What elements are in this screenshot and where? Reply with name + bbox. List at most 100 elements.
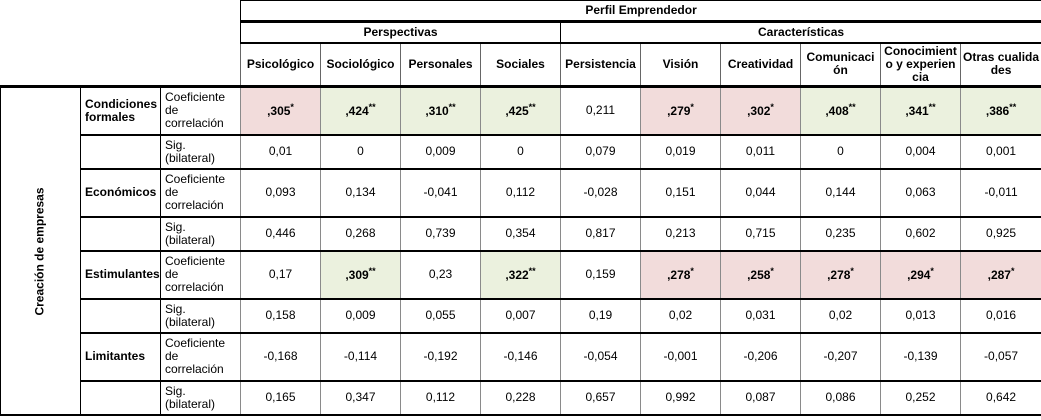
coef-value: ,278 [667, 268, 691, 283]
column-header-sociales: Sociales [480, 42, 561, 88]
row-group-label-empty [80, 216, 161, 252]
coef-value: ,425 [505, 104, 529, 119]
row-group-label: Condiciones formales [80, 86, 161, 136]
coef-value: -0,192 [423, 349, 458, 364]
significance-asterisk: ** [368, 266, 376, 277]
header-spacer [0, 42, 241, 88]
sig-cell: 0,268 [320, 216, 401, 252]
coef-cell: 0,23 [400, 250, 481, 300]
significance-asterisk: * [290, 102, 294, 113]
sig-cell: 0,01 [240, 134, 321, 170]
coef-value: 0,063 [905, 185, 936, 200]
significance-asterisk: ** [528, 266, 536, 277]
significance-asterisk: * [850, 266, 854, 277]
coef-cell: 0,063 [880, 168, 961, 218]
coef-value: ,287 [987, 268, 1011, 283]
sig-cell: 0,031 [720, 298, 801, 334]
coef-cell: ,278* [640, 250, 721, 300]
coef-value: -0,114 [343, 349, 378, 364]
column-header-comunicacion: Comunicación [800, 42, 881, 88]
coef-value: -0,207 [823, 349, 858, 364]
coef-cell: -0,114 [320, 332, 401, 382]
sig-cell: 0,112 [400, 380, 481, 417]
sig-cell: 0,817 [560, 216, 641, 252]
coef-cell: -0,207 [800, 332, 881, 382]
coef-value: -0,001 [663, 349, 698, 364]
coef-value: 0,044 [745, 185, 776, 200]
sig-cell: 0,642 [959, 380, 1041, 417]
significance-asterisk: * [770, 266, 774, 277]
sig-cell: 0,02 [640, 298, 721, 334]
coef-cell: ,279* [640, 86, 721, 136]
table-title: Perfil Emprendedor [239, 0, 1041, 23]
coef-cell: ,287* [959, 250, 1041, 300]
stat-label-coef: Coeficiente de correlación [160, 86, 241, 136]
significance-asterisk: * [690, 266, 694, 277]
coef-cell: -0,139 [880, 332, 961, 382]
coef-cell: ,294* [880, 250, 961, 300]
coef-value: 0,112 [505, 185, 536, 200]
coef-cell: -0,011 [959, 168, 1041, 218]
table-row-sig: Sig. (bilateral) 0,446 0,268 0,739 0,354 0,81… [1, 216, 1041, 252]
coef-cell: ,309** [320, 250, 401, 300]
column-header-psicologico: Psicológico [240, 42, 321, 88]
stat-label-sig: Sig. (bilateral) [160, 298, 241, 334]
coef-value: -0,057 [984, 349, 1019, 364]
coef-value: 0,23 [428, 267, 453, 282]
coef-cell: 0,044 [720, 168, 801, 218]
sig-cell: 0,347 [320, 380, 401, 417]
significance-asterisk: * [770, 102, 774, 113]
header-spacer [0, 21, 241, 43]
sig-cell: 0,009 [400, 134, 481, 170]
sig-cell: 0,004 [880, 134, 961, 170]
sig-cell: 0,019 [640, 134, 721, 170]
coef-value: ,386 [985, 104, 1010, 119]
sig-cell: 0,007 [480, 298, 561, 334]
sig-cell: 0,925 [959, 216, 1041, 252]
coef-value: ,322 [505, 268, 529, 283]
sig-cell: 0,158 [240, 298, 321, 334]
coef-value: ,278 [827, 268, 851, 283]
stat-label-coef: Coeficiente de correlación [160, 168, 241, 218]
coef-cell: 0,17 [240, 250, 321, 300]
coef-cell: ,258* [720, 250, 801, 300]
significance-asterisk: ** [448, 102, 456, 113]
coef-value: -0,146 [503, 349, 538, 364]
column-header-otras-cualidades: Otras cualidades [959, 42, 1041, 88]
stat-label-coef: Coeficiente de correlación [160, 332, 241, 382]
table-row-sig: Sig. (bilateral) 0,158 0,009 0,055 0,007 0,19… [1, 298, 1041, 334]
row-group-label: Estimulantes [80, 250, 161, 300]
sig-cell: 0,165 [240, 380, 321, 417]
coef-value: 0,159 [585, 267, 616, 282]
coef-value: ,408 [825, 104, 849, 119]
sig-cell: 0,252 [880, 380, 961, 417]
table-row-sig: Sig. (bilateral) 0,01 0 0,009 0 0,079 0,019 0,0… [1, 134, 1041, 170]
sig-cell: 0 [800, 134, 881, 170]
row-group-label-empty [80, 134, 161, 170]
significance-asterisk: * [690, 102, 694, 113]
col-group-caracteristicas: Características [559, 21, 1041, 44]
coef-cell: -0,168 [240, 332, 321, 382]
stat-label-sig: Sig. (bilateral) [160, 216, 241, 252]
sig-cell: 0 [480, 134, 561, 170]
coef-cell: 0,151 [640, 168, 721, 218]
coef-cell: 0,144 [800, 168, 881, 218]
sig-cell: 0,228 [480, 380, 561, 417]
header-row-title: Perfil Emprendedor [0, 0, 1041, 23]
coef-cell: ,424** [320, 86, 401, 136]
row-group-label: Económicos [80, 168, 161, 218]
coef-cell: ,386** [959, 86, 1041, 136]
sig-cell: 0,657 [560, 380, 641, 417]
sig-cell: 0,992 [640, 380, 721, 417]
row-axis-label: Creación de empresas [33, 186, 47, 316]
stat-label-sig: Sig. (bilateral) [160, 134, 241, 170]
sig-cell: 0,055 [400, 298, 481, 334]
coef-cell: ,310** [400, 86, 481, 136]
coef-value: ,302 [747, 104, 771, 119]
column-header-sociologico: Sociológico [320, 42, 401, 88]
column-header-personales: Personales [400, 42, 481, 88]
sig-cell: 0,013 [880, 298, 961, 334]
significance-asterisk: ** [1009, 102, 1017, 113]
coef-value: ,279 [667, 104, 691, 119]
